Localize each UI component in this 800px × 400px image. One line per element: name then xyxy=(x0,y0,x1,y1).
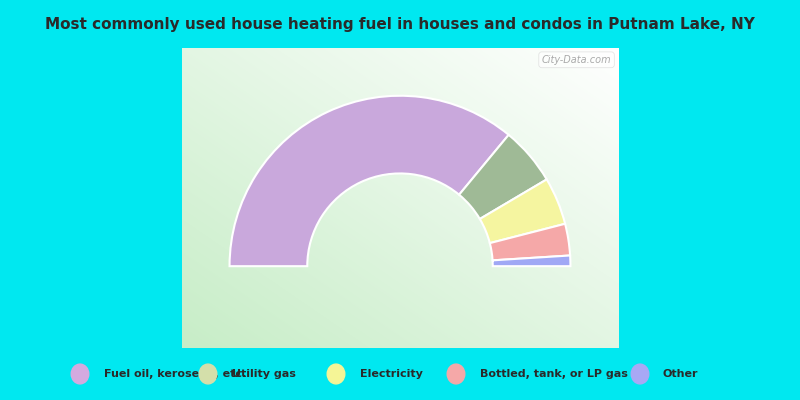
Wedge shape xyxy=(480,180,565,243)
Ellipse shape xyxy=(631,364,649,384)
Text: Utility gas: Utility gas xyxy=(232,369,296,379)
Text: Fuel oil, kerosene, etc.: Fuel oil, kerosene, etc. xyxy=(104,369,246,379)
Text: Most commonly used house heating fuel in houses and condos in Putnam Lake, NY: Most commonly used house heating fuel in… xyxy=(45,16,755,32)
Wedge shape xyxy=(230,96,509,266)
Ellipse shape xyxy=(327,364,345,384)
Ellipse shape xyxy=(71,364,89,384)
Ellipse shape xyxy=(447,364,465,384)
Text: Other: Other xyxy=(662,369,698,379)
Ellipse shape xyxy=(199,364,217,384)
Text: Electricity: Electricity xyxy=(360,369,423,379)
Wedge shape xyxy=(490,224,570,260)
Text: City-Data.com: City-Data.com xyxy=(542,55,611,65)
Text: Bottled, tank, or LP gas: Bottled, tank, or LP gas xyxy=(480,369,628,379)
Wedge shape xyxy=(493,256,570,266)
Wedge shape xyxy=(459,135,546,219)
